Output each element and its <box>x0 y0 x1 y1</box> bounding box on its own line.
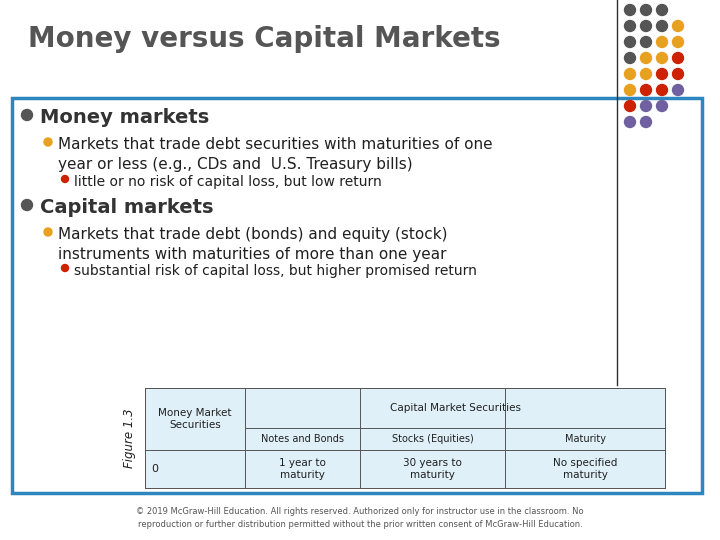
Text: Money Market
Securities: Money Market Securities <box>158 408 232 430</box>
Circle shape <box>641 4 652 16</box>
FancyBboxPatch shape <box>12 98 702 493</box>
Text: Notes and Bonds: Notes and Bonds <box>261 434 344 444</box>
Circle shape <box>657 52 667 64</box>
Text: Markets that trade debt (bonds) and equity (stock)
instruments with maturities o: Markets that trade debt (bonds) and equi… <box>58 227 448 262</box>
Circle shape <box>624 37 636 48</box>
Circle shape <box>657 69 667 79</box>
Circle shape <box>672 21 683 31</box>
Circle shape <box>44 138 52 146</box>
Circle shape <box>641 21 652 31</box>
Text: Stocks (Equities): Stocks (Equities) <box>392 434 473 444</box>
Text: 0: 0 <box>151 464 158 474</box>
Circle shape <box>624 21 636 31</box>
Circle shape <box>624 100 636 111</box>
Circle shape <box>22 199 32 211</box>
Circle shape <box>61 265 68 272</box>
Circle shape <box>672 69 683 79</box>
Circle shape <box>641 52 652 64</box>
Text: Capital markets: Capital markets <box>40 198 214 217</box>
Circle shape <box>657 100 667 111</box>
Circle shape <box>44 228 52 236</box>
Circle shape <box>657 84 667 96</box>
Text: little or no risk of capital loss, but low return: little or no risk of capital loss, but l… <box>74 175 382 189</box>
Circle shape <box>624 69 636 79</box>
Text: 30 years to
maturity: 30 years to maturity <box>403 458 462 480</box>
Text: substantial risk of capital loss, but higher promised return: substantial risk of capital loss, but hi… <box>74 264 477 278</box>
Circle shape <box>641 37 652 48</box>
Text: Maturity: Maturity <box>564 434 606 444</box>
Text: Money versus Capital Markets: Money versus Capital Markets <box>28 25 500 53</box>
Text: No specified
maturity: No specified maturity <box>553 458 617 480</box>
FancyBboxPatch shape <box>145 388 665 488</box>
Circle shape <box>657 21 667 31</box>
Text: Figure 1.3: Figure 1.3 <box>124 408 137 468</box>
Circle shape <box>624 84 636 96</box>
Circle shape <box>672 84 683 96</box>
Text: Markets that trade debt securities with maturities of one
year or less (e.g., CD: Markets that trade debt securities with … <box>58 137 492 172</box>
Text: © 2019 McGraw-Hill Education. All rights reserved. Authorized only for instructo: © 2019 McGraw-Hill Education. All rights… <box>136 507 584 529</box>
Circle shape <box>22 110 32 120</box>
Circle shape <box>657 37 667 48</box>
Circle shape <box>61 176 68 183</box>
Text: 1 year to
maturity: 1 year to maturity <box>279 458 326 480</box>
Circle shape <box>624 52 636 64</box>
Circle shape <box>641 100 652 111</box>
Circle shape <box>624 117 636 127</box>
Circle shape <box>641 117 652 127</box>
Circle shape <box>657 4 667 16</box>
Text: Money markets: Money markets <box>40 108 210 127</box>
Text: Capital Market Securities: Capital Market Securities <box>390 403 521 413</box>
Circle shape <box>624 4 636 16</box>
Circle shape <box>641 84 652 96</box>
Circle shape <box>672 52 683 64</box>
Circle shape <box>672 37 683 48</box>
Circle shape <box>641 69 652 79</box>
